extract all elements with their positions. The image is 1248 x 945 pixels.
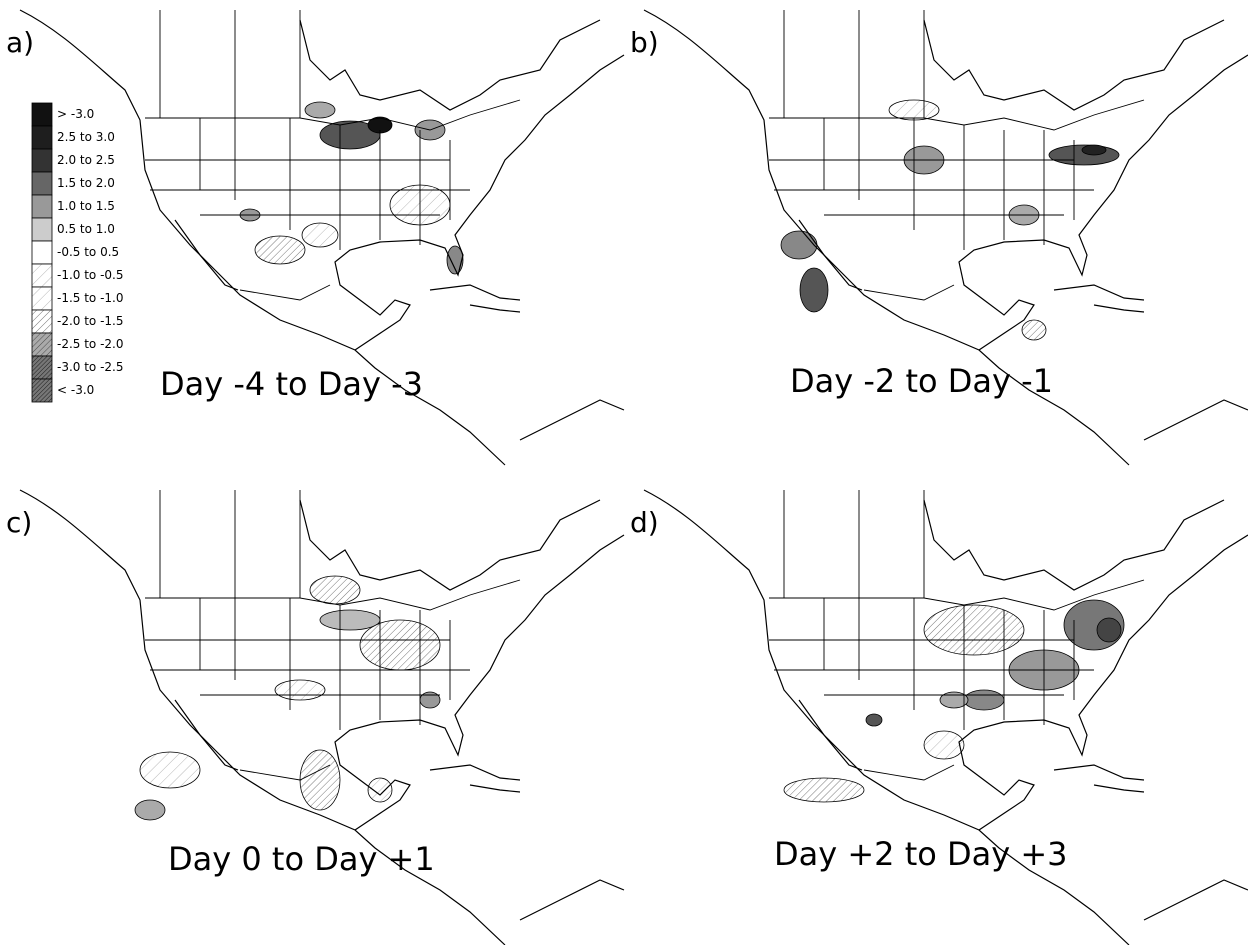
panel-title: Day 0 to Day +1 (168, 840, 435, 878)
legend-swatch (32, 310, 52, 333)
anomaly-region (360, 620, 440, 670)
legend-swatch (32, 103, 52, 126)
legend-label: -2.0 to -1.5 (57, 314, 124, 328)
legend-label: -2.5 to -2.0 (57, 337, 124, 351)
legend-swatch (32, 126, 52, 149)
anomaly-region (781, 231, 817, 259)
anomaly-region (275, 680, 325, 700)
legend-swatch (32, 356, 52, 379)
anomaly-region (866, 714, 882, 726)
anomaly-region (305, 102, 335, 118)
legend-swatch (32, 333, 52, 356)
legend-swatch (32, 172, 52, 195)
map-panel: d) Day +2 to Day +3 (630, 490, 1248, 945)
map-panel: c) Day 0 to Day +1 (6, 490, 624, 945)
anomaly-region (310, 576, 360, 604)
anomaly-region (302, 223, 338, 247)
legend-swatch (32, 287, 52, 310)
legend-label: 1.5 to 2.0 (57, 176, 115, 190)
legend: > -3.0 2.5 to 3.0 2.0 to 2.5 1.5 to 2.0 1.0 … (32, 103, 124, 402)
legend-label: 2.5 to 3.0 (57, 130, 115, 144)
legend-label: -3.0 to -2.5 (57, 360, 124, 374)
legend-label: < -3.0 (57, 383, 94, 397)
panel-label: c) (6, 506, 32, 539)
legend-label: -1.5 to -1.0 (57, 291, 124, 305)
legend-swatch (32, 241, 52, 264)
anomaly-region (924, 731, 964, 759)
anomaly-region (300, 750, 340, 810)
legend-label: -0.5 to 0.5 (57, 245, 119, 259)
panel-title: Day -4 to Day -3 (160, 365, 423, 403)
panel-label: a) (6, 26, 34, 59)
panel-title: Day -2 to Day -1 (790, 362, 1053, 400)
anomaly-region (368, 778, 392, 802)
anomaly-region (784, 778, 864, 802)
anomaly-region (140, 752, 200, 788)
anomaly-region (1022, 320, 1046, 340)
legend-label: -1.0 to -0.5 (57, 268, 124, 282)
anomaly-region (420, 692, 440, 708)
figure: a) Day -4 to Day -3 b) Day -2 to Day -1 c) Da… (0, 0, 1248, 945)
anomaly-region (964, 690, 1004, 710)
legend-swatch (32, 218, 52, 241)
panel-label: d) (630, 506, 659, 539)
anomaly-region (255, 236, 305, 264)
map-panel: a) Day -4 to Day -3 (6, 10, 624, 465)
legend-label: 0.5 to 1.0 (57, 222, 115, 236)
legend-label: 2.0 to 2.5 (57, 153, 115, 167)
anomaly-region (1097, 618, 1121, 642)
anomaly-region (889, 100, 939, 120)
legend-swatch (32, 195, 52, 218)
anomaly-region (1082, 145, 1106, 155)
map-panel: b) Day -2 to Day -1 (630, 10, 1248, 465)
legend-label: 1.0 to 1.5 (57, 199, 115, 213)
panel-title: Day +2 to Day +3 (774, 835, 1068, 873)
anomaly-region (924, 605, 1024, 655)
anomaly-region (320, 610, 380, 630)
panel-label: b) (630, 26, 659, 59)
legend-swatch (32, 379, 52, 402)
anomaly-region (800, 268, 828, 312)
legend-swatch (32, 149, 52, 172)
legend-swatch (32, 264, 52, 287)
legend-label: > -3.0 (57, 107, 94, 121)
anomaly-region (135, 800, 165, 820)
basemap (644, 490, 1248, 945)
